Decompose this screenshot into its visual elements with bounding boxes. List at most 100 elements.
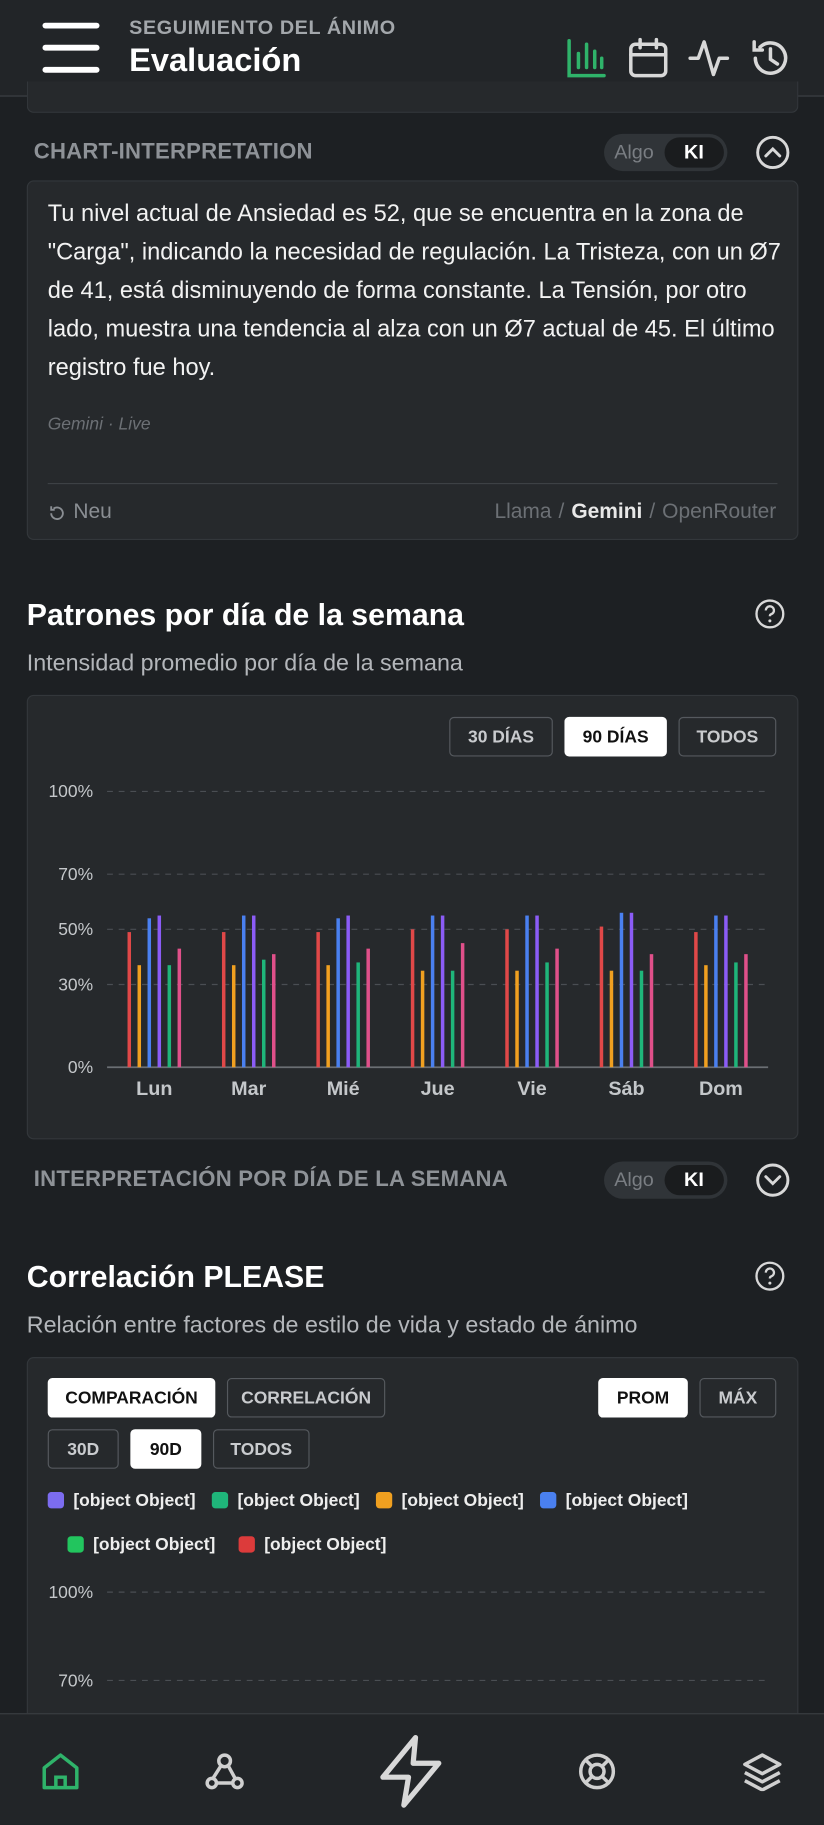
- toggle-option[interactable]: KI: [663, 137, 724, 168]
- toggle-option[interactable]: Algo: [614, 140, 654, 163]
- overline: SEGUIMIENTO DEL ÁNIMO: [129, 16, 396, 39]
- mode-button[interactable]: COMPARACIÓN: [47, 1377, 216, 1418]
- layers-tab[interactable]: [741, 1752, 783, 1792]
- legend-label: [object Object]: [73, 1490, 196, 1511]
- bar: [241, 915, 246, 1068]
- legend-label: [object Object]: [401, 1490, 524, 1511]
- mode-button[interactable]: CORRELACIÓN: [226, 1377, 386, 1418]
- bar: [734, 962, 738, 1068]
- support-tab[interactable]: [577, 1752, 617, 1792]
- bar: [157, 915, 162, 1068]
- expand-button[interactable]: [755, 1163, 790, 1198]
- provider[interactable]: OpenRouter: [662, 499, 777, 523]
- y-tick-label: 0%: [68, 1057, 93, 1077]
- bottom-nav: [0, 1713, 824, 1825]
- bar: [724, 915, 728, 1068]
- bar: [221, 932, 226, 1068]
- collapse-button[interactable]: [755, 135, 790, 170]
- help-button[interactable]: [754, 1260, 785, 1291]
- bar: [127, 932, 132, 1068]
- range-button[interactable]: 90 DÍAS: [564, 716, 667, 757]
- legend-item[interactable]: [object Object]: [238, 1535, 386, 1555]
- bar: [440, 915, 445, 1068]
- legend-swatch: [47, 1492, 65, 1509]
- legend: [object Object] [object Object] [object Ob…: [47, 1490, 688, 1511]
- correlation-chart: 70% 100%: [48, 1582, 769, 1690]
- bar: [649, 954, 654, 1068]
- menu-button[interactable]: [42, 21, 100, 75]
- mode-toggle[interactable]: Algo KI: [604, 1161, 728, 1199]
- provider[interactable]: Gemini: [571, 499, 643, 523]
- bar: [366, 948, 370, 1068]
- stat-button[interactable]: PROM: [598, 1377, 688, 1418]
- bar: [704, 965, 708, 1068]
- legend-item[interactable]: [object Object]: [67, 1535, 216, 1555]
- toggle-option[interactable]: Algo: [614, 1168, 654, 1191]
- separator: /: [649, 499, 656, 523]
- bar: [714, 915, 718, 1068]
- bar: [261, 959, 266, 1068]
- bar: [231, 965, 236, 1068]
- legend-item[interactable]: [object Object]: [375, 1490, 524, 1511]
- help-button[interactable]: [754, 598, 785, 629]
- bar: [460, 943, 465, 1068]
- toggle-option[interactable]: KI: [663, 1165, 724, 1196]
- bar: [599, 926, 604, 1068]
- range-button[interactable]: 30D: [47, 1429, 119, 1469]
- bar: [430, 915, 435, 1068]
- section-title: Correlación PLEASE: [26, 1259, 325, 1295]
- bar: [505, 929, 509, 1068]
- x-tick-label: Vie: [517, 1078, 546, 1100]
- legend-swatch: [211, 1492, 229, 1509]
- bar: [336, 918, 340, 1068]
- range-button[interactable]: 30 DÍAS: [449, 716, 553, 757]
- bar: [356, 962, 360, 1068]
- bar: [525, 915, 529, 1068]
- mode-toggle[interactable]: Algo KI: [604, 133, 728, 172]
- y-tick-label: 70%: [58, 1670, 93, 1690]
- provider[interactable]: Llama: [494, 499, 552, 523]
- range-button[interactable]: TODOS: [212, 1429, 310, 1469]
- connections-tab[interactable]: [204, 1750, 246, 1792]
- chart-tab[interactable]: [566, 37, 608, 79]
- legend-item[interactable]: [object Object]: [211, 1491, 360, 1511]
- bar: [744, 954, 748, 1068]
- bar: [619, 912, 624, 1068]
- x-tick-label: Mar: [231, 1078, 266, 1100]
- section-subtitle: Relación entre factores de estilo de vid…: [26, 1312, 638, 1339]
- legend: [object Object] [object Object]: [67, 1535, 387, 1555]
- legend-item[interactable]: [object Object]: [47, 1490, 196, 1511]
- bar: [316, 932, 320, 1068]
- home-tab[interactable]: [41, 1752, 81, 1792]
- legend-swatch: [540, 1492, 557, 1509]
- quick-action[interactable]: [374, 1733, 448, 1810]
- source-label: Gemini · Live: [47, 414, 151, 435]
- range-button[interactable]: TODOS: [678, 716, 777, 757]
- legend-label: [object Object]: [93, 1535, 216, 1555]
- chart-card: [26, 1357, 799, 1744]
- pulse-tab[interactable]: [688, 37, 730, 79]
- section-title: Patrones por día de la semana: [26, 597, 465, 632]
- bar: [555, 948, 559, 1068]
- bar: [137, 965, 142, 1068]
- stat-button[interactable]: MÁX: [699, 1377, 777, 1418]
- bar: [639, 970, 644, 1068]
- y-tick-label: 70%: [58, 864, 93, 884]
- calendar-tab[interactable]: [627, 37, 669, 79]
- bar: [167, 965, 172, 1068]
- header: SEGUIMIENTO DEL ÁNIMO Evaluación: [0, 0, 824, 97]
- bar: [420, 970, 425, 1068]
- refresh-button[interactable]: Neu: [73, 499, 112, 523]
- x-tick-label: Jue: [421, 1078, 455, 1100]
- history-tab[interactable]: [750, 37, 792, 79]
- bar: [535, 915, 539, 1068]
- bar: [410, 929, 415, 1068]
- y-tick-label: 30%: [58, 974, 93, 994]
- weekday-chart: 0% 30% 50% 70% 100% Lun Mar Mié Jue Vie Sáb Dom: [48, 781, 769, 1100]
- legend-item[interactable]: [object Object]: [540, 1491, 688, 1511]
- interpretation-card: Tu nivel actual de Ansiedad es 52, que s…: [26, 180, 799, 541]
- section-label: INTERPRETACIÓN POR DÍA DE LA SEMANA: [33, 1167, 508, 1192]
- range-button[interactable]: 90D: [130, 1429, 202, 1469]
